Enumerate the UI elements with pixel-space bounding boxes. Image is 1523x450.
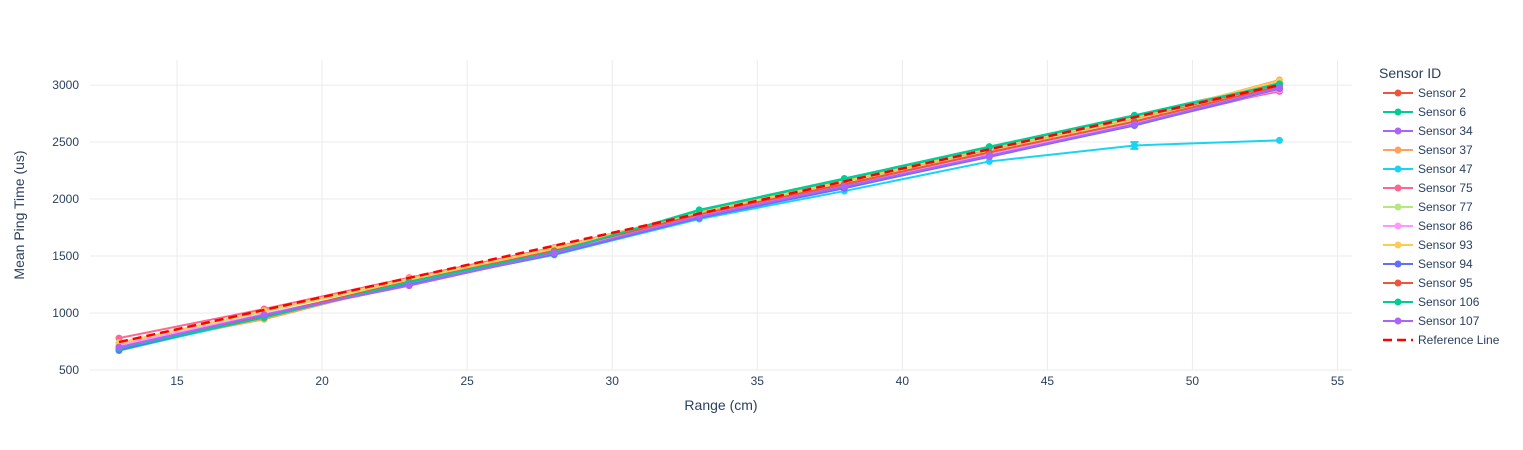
legend-item[interactable]: Sensor 75 xyxy=(1383,181,1473,195)
legend-label: Sensor 37 xyxy=(1418,143,1473,157)
data-point xyxy=(115,343,123,351)
legend-label: Sensor 86 xyxy=(1418,219,1473,233)
legend-label: Sensor 106 xyxy=(1418,295,1480,309)
legend-marker xyxy=(1394,260,1402,268)
y-tick-label: 2500 xyxy=(52,135,79,149)
y-tick-label: 2000 xyxy=(52,192,79,206)
legend-title: Sensor ID xyxy=(1379,65,1441,81)
legend-marker xyxy=(1394,279,1402,287)
legend-label: Sensor 75 xyxy=(1418,181,1473,195)
legend-item[interactable]: Sensor 93 xyxy=(1383,238,1473,252)
legend-item[interactable]: Sensor 95 xyxy=(1383,276,1473,290)
series-layer xyxy=(115,76,1283,355)
legend-item[interactable]: Sensor 107 xyxy=(1383,314,1480,328)
legend-marker xyxy=(1394,127,1402,135)
data-point xyxy=(985,157,993,165)
legend-label: Reference Line xyxy=(1418,333,1500,347)
series-sensor-47 xyxy=(115,136,1283,355)
x-tick-label: 45 xyxy=(1041,374,1055,388)
x-tick-label: 15 xyxy=(170,374,184,388)
legend-label: Sensor 93 xyxy=(1418,238,1473,252)
y-tick-label: 3000 xyxy=(52,78,79,92)
legend-item[interactable]: Sensor 94 xyxy=(1383,257,1473,271)
legend-label: Sensor 77 xyxy=(1418,200,1473,214)
x-tick-label: 20 xyxy=(315,374,329,388)
legend-item[interactable]: Sensor 86 xyxy=(1383,219,1473,233)
legend-item[interactable]: Sensor 47 xyxy=(1383,162,1473,176)
legend-marker xyxy=(1394,184,1402,192)
data-point xyxy=(550,249,558,257)
legend-marker xyxy=(1394,89,1402,97)
legend-item[interactable]: Reference Line xyxy=(1383,333,1500,347)
data-point xyxy=(1275,136,1283,144)
y-tick-labels: 500 1000 1500 2000 2500 3000 xyxy=(52,78,79,377)
y-gridlines xyxy=(90,84,1352,371)
legend-label: Sensor 2 xyxy=(1418,86,1466,100)
x-tick-label: 55 xyxy=(1331,374,1345,388)
legend-marker xyxy=(1394,241,1402,249)
legend: Sensor ID Sensor 2 Sensor 6 Sensor 34 Senso… xyxy=(1379,65,1500,347)
data-point xyxy=(1130,120,1138,128)
y-tick-label: 1500 xyxy=(52,249,79,263)
error-bar xyxy=(1130,141,1139,150)
x-tick-label: 25 xyxy=(460,374,474,388)
data-point xyxy=(260,311,268,319)
legend-label: Sensor 34 xyxy=(1418,124,1473,138)
x-gridlines xyxy=(176,60,1338,370)
x-tick-label: 50 xyxy=(1186,374,1200,388)
legend-label: Sensor 6 xyxy=(1418,105,1466,119)
legend-marker xyxy=(1394,222,1402,230)
x-axis-title: Range (cm) xyxy=(684,397,757,413)
legend-item[interactable]: Sensor 106 xyxy=(1383,295,1480,309)
series-line xyxy=(118,139,1280,352)
x-tick-label: 30 xyxy=(606,374,620,388)
legend-label: Sensor 107 xyxy=(1418,314,1480,328)
legend-marker xyxy=(1394,146,1402,154)
y-axis-title: Mean Ping Time (us) xyxy=(11,150,27,279)
legend-label: Sensor 95 xyxy=(1418,276,1473,290)
legend-label: Sensor 47 xyxy=(1418,162,1473,176)
reference-line xyxy=(118,83,1280,344)
legend-item[interactable]: Sensor 2 xyxy=(1383,86,1466,100)
data-point xyxy=(1275,84,1283,92)
legend-label: Sensor 94 xyxy=(1418,257,1473,271)
x-tick-label: 35 xyxy=(751,374,765,388)
data-point xyxy=(405,282,413,290)
legend-item[interactable]: Sensor 6 xyxy=(1383,105,1466,119)
data-point xyxy=(840,183,848,191)
x-tick-labels: 15 20 25 30 35 40 45 50 55 xyxy=(170,374,1344,388)
legend-marker xyxy=(1394,317,1402,325)
legend-marker xyxy=(1394,298,1402,306)
y-tick-label: 500 xyxy=(59,363,79,377)
legend-marker xyxy=(1394,203,1402,211)
legend-item[interactable]: Sensor 77 xyxy=(1383,200,1473,214)
x-tick-label: 40 xyxy=(896,374,910,388)
y-tick-label: 1000 xyxy=(52,306,79,320)
series-sensor-107 xyxy=(115,84,1283,351)
legend-item[interactable]: Sensor 34 xyxy=(1383,124,1473,138)
legend-item[interactable]: Sensor 37 xyxy=(1383,143,1473,157)
data-point xyxy=(985,152,993,160)
legend-marker xyxy=(1394,165,1402,173)
legend-marker xyxy=(1394,108,1402,116)
